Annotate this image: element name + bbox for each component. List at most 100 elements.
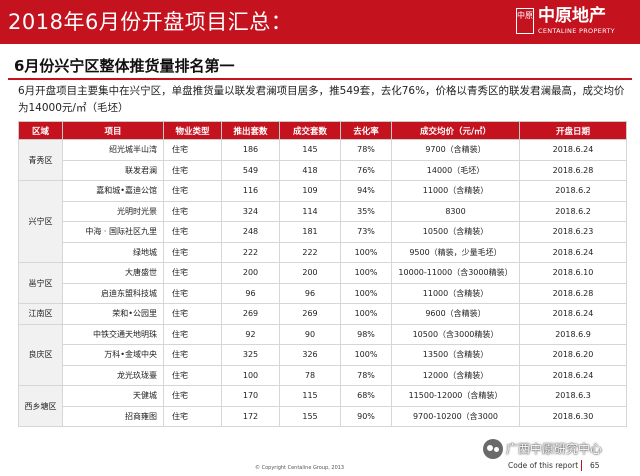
cell-price: 11000（含精装） xyxy=(391,282,520,304)
logo-mark-icon: 中原 xyxy=(516,8,534,34)
cell-price: 9700-10200（含3000 xyxy=(391,405,520,427)
cell-sold: 222 xyxy=(279,241,341,263)
cell-sold: 145 xyxy=(279,139,341,161)
centaline-logo: 中原 中原地产 CENTALINE PROPERTY xyxy=(516,5,634,39)
cell-type: 住宅 xyxy=(163,159,222,181)
table-row: 青秀区 绍光城半山湾 住宅 186 145 78% 9700（含精装） 2018.6.24 xyxy=(18,139,627,181)
footer-copyright: © Copyright Centaline Group, 2013 xyxy=(255,465,345,471)
col-header-type: 物业类型 xyxy=(163,121,222,140)
col-header-date: 开盘日期 xyxy=(519,121,627,140)
section-heading: 6月份兴宁区整体推货量排名第一 xyxy=(14,57,235,75)
cell-type: 住宅 xyxy=(163,385,222,407)
cell-date: 2018.6.3 xyxy=(519,385,627,407)
cell-sold: 200 xyxy=(279,262,341,284)
page-number: 65 xyxy=(590,461,600,470)
cell-type: 住宅 xyxy=(163,282,222,304)
cell-date: 2018.6.30 xyxy=(519,405,627,427)
cell-type: 住宅 xyxy=(163,405,222,427)
cell-type: 住宅 xyxy=(163,180,222,202)
table-row: 西乡塘区 天健城 住宅 170 115 68% 11500-12000（含精装） 2018.6… xyxy=(18,385,627,427)
cell-rate: 100% xyxy=(340,262,392,284)
cell-type: 住宅 xyxy=(163,200,222,222)
cell-region: 兴宁区 xyxy=(18,180,63,263)
table-row: 启迪东盟科技城 住宅 96 96 100% 11000（含精装） 2018.6.28 xyxy=(19,282,627,304)
table-row: 龙光玖珑臺 住宅 100 78 78% 12000（含精装） 2018.6.24 xyxy=(19,364,627,386)
cell-price: 10000-11000（含3000精装） xyxy=(391,262,520,284)
cell-date: 2018.6.10 xyxy=(519,262,627,284)
cell-region: 江南区 xyxy=(18,303,63,325)
table-row: 邕宁区 大唐盛世 住宅 200 200 100% 10000-11000（含3000精装） 2… xyxy=(18,262,627,304)
cell-supply: 549 xyxy=(221,159,280,181)
heading-divider xyxy=(8,78,632,80)
cell-supply: 92 xyxy=(221,323,280,345)
cell-supply: 324 xyxy=(221,200,280,222)
cell-project: 万科•金域中央 xyxy=(62,344,164,366)
col-header-price: 成交均价（元/㎡） xyxy=(391,121,520,140)
table-row: 江南区 荣和•公园里 住宅 269 269 100% 9600（含精装） 2018.6.24 xyxy=(18,303,627,325)
cell-type: 住宅 xyxy=(163,323,222,345)
cell-rate: 76% xyxy=(340,159,392,181)
cell-supply: 116 xyxy=(221,180,280,202)
cell-type: 住宅 xyxy=(163,262,222,284)
cell-supply: 172 xyxy=(221,405,280,427)
cell-price: 9700（含精装） xyxy=(391,139,520,161)
cell-supply: 200 xyxy=(221,262,280,284)
cell-rate: 94% xyxy=(340,180,392,202)
table-row: 万科•金域中央 住宅 325 326 100% 13500（含精装） 2018.6.20 xyxy=(19,344,627,366)
cell-sold: 90 xyxy=(279,323,341,345)
footer-report-code: Code of this report xyxy=(508,461,579,470)
cell-price: 11000（含精装） xyxy=(391,180,520,202)
cell-supply: 248 xyxy=(221,221,280,243)
table-header-row: 区域 项目 物业类型 推出套数 成交套数 去化率 成交均价（元/㎡） 开盘日期 xyxy=(18,121,627,140)
cell-rate: 68% xyxy=(340,385,392,407)
cell-type: 住宅 xyxy=(163,344,222,366)
col-header-sold: 成交套数 xyxy=(279,121,341,140)
col-header-rate: 去化率 xyxy=(340,121,392,140)
cell-sold: 109 xyxy=(279,180,341,202)
cell-supply: 100 xyxy=(221,364,280,386)
cell-date: 2018.6.20 xyxy=(519,344,627,366)
table-row: 绿地城 住宅 222 222 100% 9500（精装，少量毛坯） 2018.6.24 xyxy=(19,241,627,263)
col-header-supply: 推出套数 xyxy=(221,121,280,140)
cell-sold: 418 xyxy=(279,159,341,181)
table-body: 青秀区 绍光城半山湾 住宅 186 145 78% 9700（含精装） 2018.6.24 联发… xyxy=(18,139,627,427)
cell-price: 9600（含精装） xyxy=(391,303,520,325)
wechat-icon xyxy=(483,439,503,459)
cell-rate: 35% xyxy=(340,200,392,222)
logo-name: 中原地产 xyxy=(538,6,606,26)
cell-rate: 100% xyxy=(340,303,392,325)
footer-divider xyxy=(581,460,582,471)
cell-price: 12000（含精装） xyxy=(391,364,520,386)
cell-type: 住宅 xyxy=(163,364,222,386)
cell-date: 2018.6.28 xyxy=(519,282,627,304)
table-row: 良庆区 中铁交通天地明珠 住宅 92 90 98% 10500（含3000精装） 2018.6… xyxy=(18,323,627,386)
cell-date: 2018.6.24 xyxy=(519,139,627,161)
table-row: 联发君澜 住宅 549 418 76% 14000（毛坯） 2018.6.28 xyxy=(19,159,627,181)
cell-rate: 100% xyxy=(340,282,392,304)
cell-rate: 100% xyxy=(340,344,392,366)
col-header-region: 区域 xyxy=(18,121,63,140)
watermark: 广西中原研究中心 xyxy=(483,438,631,460)
cell-type: 住宅 xyxy=(163,241,222,263)
cell-project: 招商雍图 xyxy=(62,405,164,427)
cell-sold: 269 xyxy=(279,303,341,325)
cell-project: 大唐盛世 xyxy=(62,262,164,284)
cell-price: 9500（精装，少量毛坯） xyxy=(391,241,520,263)
cell-supply: 96 xyxy=(221,282,280,304)
cell-sold: 181 xyxy=(279,221,341,243)
cell-date: 2018.6.24 xyxy=(519,241,627,263)
cell-project: 启迪东盟科技城 xyxy=(62,282,164,304)
cell-project: 天健城 xyxy=(62,385,164,407)
logo-subtitle: CENTALINE PROPERTY xyxy=(538,27,615,35)
page-title: 2018年6月份开盘项目汇总： xyxy=(8,10,293,34)
watermark-text: 广西中原研究中心 xyxy=(506,442,603,456)
table-row: 招商雍图 住宅 172 155 90% 9700-10200（含3000 2018.6.30 xyxy=(19,405,627,427)
cell-sold: 155 xyxy=(279,405,341,427)
cell-rate: 73% xyxy=(340,221,392,243)
cell-rate: 78% xyxy=(340,364,392,386)
opening-projects-table: 区域 项目 物业类型 推出套数 成交套数 去化率 成交均价（元/㎡） 开盘日期 … xyxy=(18,121,627,427)
cell-date: 2018.6.24 xyxy=(519,364,627,386)
table-row: 中海 · 国际社区九里 住宅 248 181 73% 10500（含精装） 2018.6.2… xyxy=(19,221,627,243)
cell-supply: 325 xyxy=(221,344,280,366)
cell-date: 2018.6.2 xyxy=(519,180,627,202)
